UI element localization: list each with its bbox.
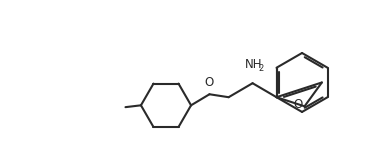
Text: O: O (293, 98, 302, 111)
Text: 2: 2 (259, 64, 264, 73)
Text: O: O (204, 76, 214, 89)
Text: NH: NH (244, 58, 262, 71)
